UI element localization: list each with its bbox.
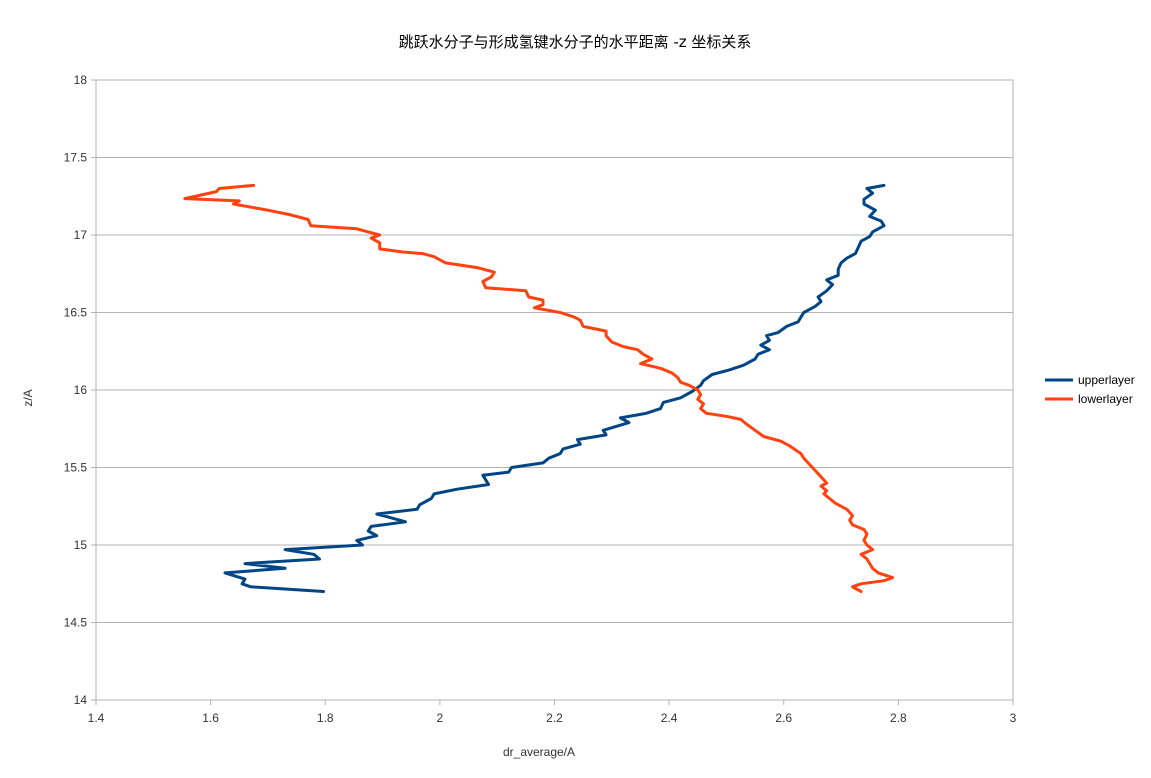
series-lines	[183, 183, 895, 593]
y-tick-label: 15.5	[64, 461, 88, 475]
y-tick-label: 18	[74, 73, 88, 87]
gridlines	[96, 79, 1013, 701]
x-tick-label: 2.6	[775, 711, 792, 725]
y-tick-label: 17.5	[64, 151, 88, 165]
x-tick-label: 1.8	[317, 711, 334, 725]
y-tick-label: 14.5	[64, 616, 88, 630]
x-tick-label: 2	[437, 711, 444, 725]
y-tick-label: 14	[74, 693, 88, 707]
series-line-lowerlayer	[183, 183, 895, 593]
y-tick-label: 17	[74, 228, 88, 242]
x-axis-ticks: 1.4 1.6 1.8 2 2.2 2.4 2.6 2.8 3	[88, 700, 1017, 725]
x-axis-label: dr_average/A	[503, 745, 575, 759]
x-tick-label: 2.8	[890, 711, 907, 725]
legend: upperlayer lowerlayer	[1045, 373, 1135, 406]
x-tick-label: 2.2	[546, 711, 563, 725]
series-line-upperlayer	[223, 183, 886, 593]
x-tick-label: 1.4	[88, 711, 105, 725]
x-tick-label: 1.6	[202, 711, 219, 725]
x-tick-label: 3	[1010, 711, 1017, 725]
y-tick-label: 15	[74, 538, 88, 552]
legend-label-lowerlayer: lowerlayer	[1078, 392, 1133, 406]
y-tick-label: 16	[74, 383, 88, 397]
x-tick-label: 2.4	[661, 711, 678, 725]
y-tick-label: 16.5	[64, 306, 88, 320]
y-axis-label: z/A	[21, 389, 35, 406]
y-axis-ticks: 14 14.5 15 15.5 16 16.5 17 17.5 18	[64, 73, 96, 707]
legend-label-upperlayer: upperlayer	[1078, 373, 1135, 387]
chart-title: 跳跃水分子与形成氢键水分子的水平距离 -z 坐标关系	[399, 33, 752, 51]
